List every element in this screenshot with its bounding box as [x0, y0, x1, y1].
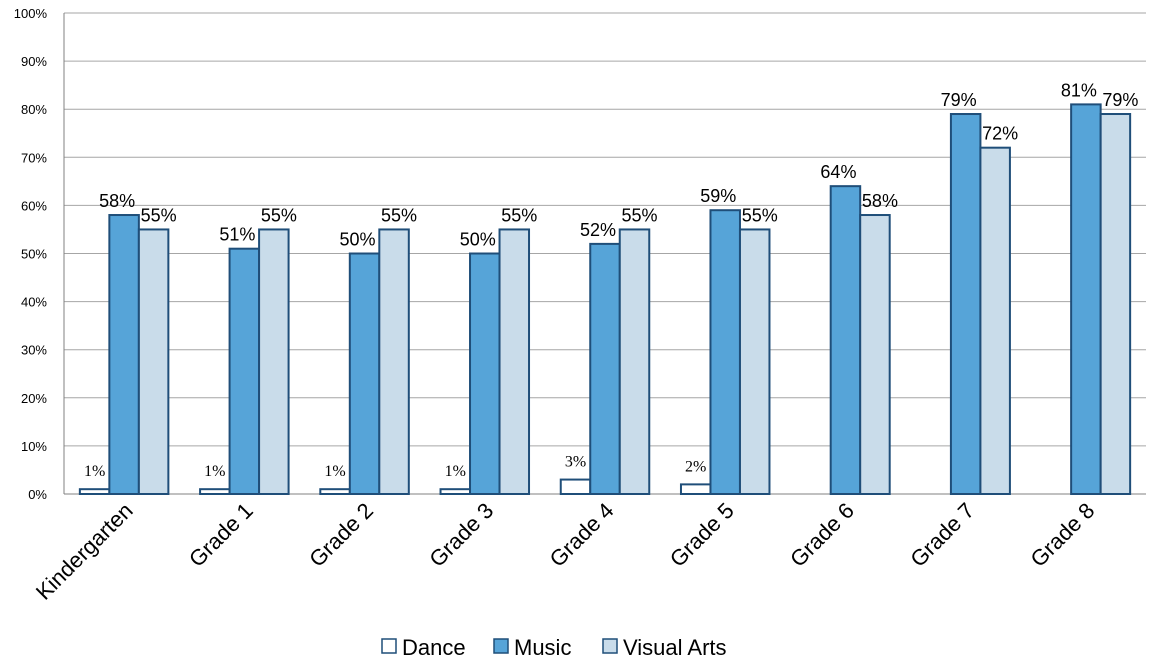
- bar-visual-arts: [979, 146, 1011, 495]
- x-tick-label: Grade 5: [665, 498, 739, 572]
- data-label: 55%: [742, 205, 778, 225]
- x-axis-ticks: Kindergarten Grade 1 Grade 2 Grade 3 Grade 4…: [31, 498, 1100, 605]
- data-label: 55%: [261, 205, 297, 225]
- x-tick-label: Grade 1: [184, 498, 258, 572]
- legend-label: Dance: [402, 635, 466, 660]
- bar-visual-arts: [378, 228, 410, 495]
- bar-dance: [439, 488, 472, 496]
- bar-music: [709, 209, 741, 496]
- bar-visual-arts: [1099, 113, 1132, 495]
- bar-music: [1070, 103, 1102, 495]
- y-axis-ticks: 0% 10% 20% 30% 40% 50% 60% 70% 80% 90% 100%: [14, 6, 48, 502]
- bar-music: [829, 185, 862, 495]
- data-label: 55%: [501, 205, 537, 225]
- data-label: 1%: [84, 463, 105, 480]
- bar-visual-arts: [137, 228, 170, 495]
- data-label: 55%: [141, 205, 177, 225]
- data-label: 59%: [700, 186, 736, 206]
- data-label: 2%: [685, 458, 706, 475]
- bar-visual-arts: [859, 214, 891, 496]
- data-label: 1%: [324, 463, 345, 480]
- y-tick-label: 80%: [21, 102, 47, 117]
- y-tick-label: 0%: [28, 487, 47, 502]
- y-tick-label: 60%: [21, 198, 47, 213]
- legend-label: Visual Arts: [623, 635, 727, 660]
- data-label: 58%: [862, 191, 898, 211]
- x-tick-label: Grade 2: [304, 498, 378, 572]
- bar-dance: [679, 483, 712, 496]
- data-label: 58%: [99, 191, 135, 211]
- bar-visual-arts: [258, 228, 290, 495]
- bar-dance: [199, 488, 231, 496]
- y-tick-label: 90%: [21, 54, 47, 69]
- x-tick-label: Grade 8: [1026, 498, 1100, 572]
- data-label: 50%: [340, 230, 376, 250]
- y-tick-label: 100%: [14, 6, 48, 21]
- y-tick-label: 40%: [21, 295, 47, 310]
- data-label: 50%: [460, 230, 496, 250]
- legend: Dance Music Visual Arts: [381, 635, 727, 660]
- data-label: 51%: [219, 225, 255, 245]
- x-tick-label: Grade 3: [424, 498, 498, 572]
- data-label: 1%: [204, 463, 225, 480]
- bar-visual-arts: [618, 228, 651, 495]
- data-label: 3%: [565, 454, 586, 471]
- y-tick-label: 20%: [21, 391, 47, 406]
- data-label: 55%: [621, 205, 657, 225]
- data-label: 52%: [580, 220, 616, 240]
- bar-visual-arts: [498, 228, 531, 495]
- x-tick-label: Kindergarten: [31, 498, 138, 605]
- bar-music: [469, 252, 501, 495]
- bar-music: [949, 113, 982, 495]
- y-tick-label: 10%: [21, 439, 47, 454]
- data-label: 64%: [820, 162, 856, 182]
- data-label: 55%: [381, 205, 417, 225]
- x-tick-label: Grade 6: [785, 498, 859, 572]
- bars: [78, 103, 1132, 496]
- y-tick-label: 30%: [21, 343, 47, 358]
- data-label: 81%: [1061, 80, 1097, 100]
- x-tick-label: Grade 4: [545, 498, 619, 572]
- legend-label: Music: [514, 635, 571, 660]
- bar-music: [348, 252, 381, 495]
- legend-swatch: [602, 638, 618, 654]
- data-label: 79%: [1102, 90, 1138, 110]
- bar-music: [589, 242, 621, 495]
- data-label: 79%: [941, 90, 977, 110]
- legend-swatch: [381, 638, 397, 654]
- bar-music: [108, 214, 140, 496]
- data-labels: 1%58%55%1%51%55%1%50%55%1%50%55%3%52%55%…: [84, 80, 1138, 480]
- y-tick-label: 70%: [21, 150, 47, 165]
- y-tick-label: 50%: [21, 247, 47, 262]
- bar-dance: [78, 488, 111, 496]
- bar-dance: [319, 488, 351, 496]
- bar-dance: [559, 478, 592, 496]
- bar-music: [228, 247, 261, 495]
- legend-swatch: [493, 638, 509, 654]
- data-label: 1%: [445, 463, 466, 480]
- data-label: 72%: [982, 124, 1018, 144]
- bar-visual-arts: [738, 228, 771, 495]
- x-tick-label: Grade 7: [905, 498, 979, 572]
